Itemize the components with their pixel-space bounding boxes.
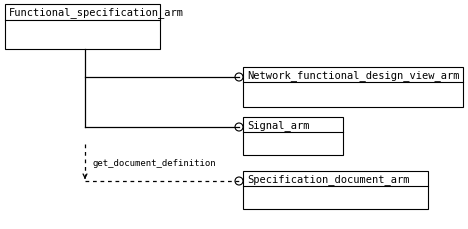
Text: Network_functional_design_view_arm: Network_functional_design_view_arm (247, 70, 460, 81)
Bar (243, 117, 343, 155)
Text: get_document_definition: get_document_definition (92, 158, 216, 167)
Text: Signal_arm: Signal_arm (247, 120, 309, 130)
Text: Specification_document_arm: Specification_document_arm (247, 173, 410, 184)
Bar (243, 171, 428, 209)
Bar (243, 68, 463, 108)
Text: Functional_specification_arm: Functional_specification_arm (9, 8, 184, 18)
Bar (5, 5, 160, 50)
